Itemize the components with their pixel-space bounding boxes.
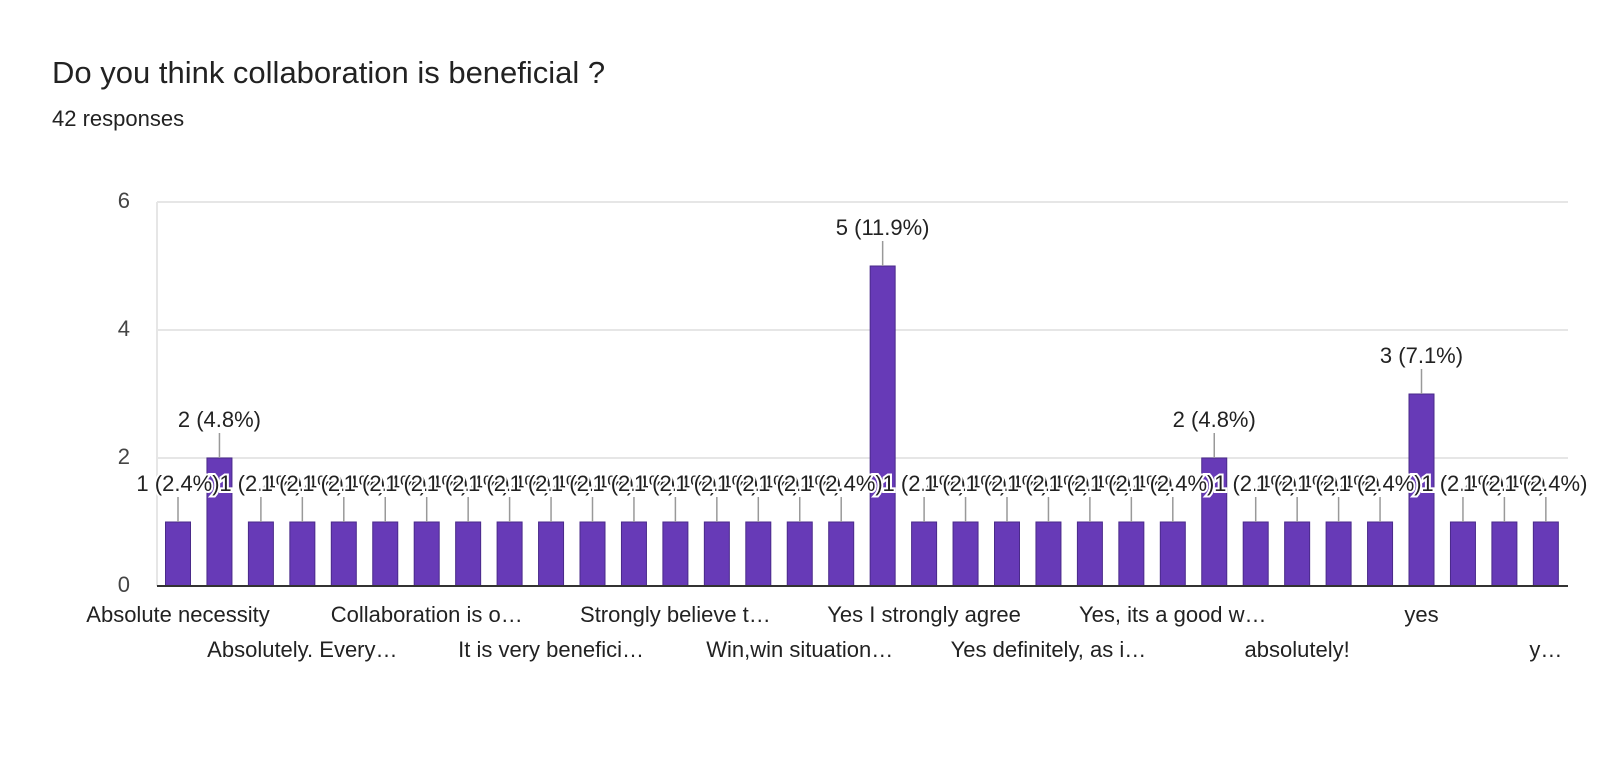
- data-label: 1 (2.4%): [344, 471, 427, 496]
- bar: [911, 521, 938, 587]
- data-label: 1 (2.4%): [965, 471, 1048, 496]
- y-tick-label: 0: [118, 572, 130, 597]
- bar: [1367, 521, 1394, 587]
- y-tick-label: 4: [118, 316, 130, 341]
- bar: [745, 521, 772, 587]
- data-label: 1 (2.4%): [1421, 471, 1504, 496]
- bar: [828, 521, 855, 587]
- bar: [869, 265, 896, 587]
- x-tick-label: Yes, its a good w…: [1079, 602, 1267, 627]
- data-label: 1 (2.4%): [427, 471, 510, 496]
- x-tick-label: Collaboration is o…: [331, 602, 523, 627]
- data-label: 1 (2.4%): [1090, 471, 1173, 496]
- data-label: 1 (2.4%): [385, 471, 468, 496]
- x-tick-label: Yes definitely, as i…: [951, 637, 1147, 662]
- bar: [662, 521, 689, 587]
- data-label: 1 (2.4%): [1131, 471, 1214, 496]
- x-tick-label: y…: [1529, 637, 1562, 662]
- bar: [247, 521, 274, 587]
- data-label: 1 (2.4%): [924, 471, 1007, 496]
- data-label: 1 (2.4%): [1504, 471, 1587, 496]
- y-tick-label: 2: [118, 444, 130, 469]
- bar: [620, 521, 647, 587]
- data-label: 1 (2.4%): [219, 471, 302, 496]
- data-label: 5 (11.9%): [836, 215, 930, 240]
- bar: [496, 521, 523, 587]
- data-label: 1 (2.4%): [1256, 471, 1339, 496]
- data-label: 2 (4.8%): [178, 407, 261, 432]
- x-tick-label: yes: [1404, 602, 1438, 627]
- data-label: 1 (2.4%): [758, 471, 841, 496]
- bar: [1035, 521, 1062, 587]
- bar: [1242, 521, 1269, 587]
- bar: [1076, 521, 1103, 587]
- data-label: 1 (2.4%): [800, 471, 883, 496]
- data-label: 2 (4.8%): [1173, 407, 1256, 432]
- data-label: 1 (2.4%): [1463, 471, 1546, 496]
- chart-subtitle: 42 responses: [52, 106, 184, 131]
- bar: [330, 521, 357, 587]
- data-label: 1 (2.4%): [1214, 471, 1297, 496]
- bar: [579, 521, 606, 587]
- x-tick-label: Absolute necessity: [86, 602, 269, 627]
- bar: [1532, 521, 1559, 587]
- bar: [165, 521, 191, 587]
- y-tick-label: 6: [118, 188, 130, 213]
- bar: [1118, 521, 1145, 587]
- data-label: 1 (2.4%): [592, 471, 675, 496]
- data-label: 1 (2.4%): [1338, 471, 1421, 496]
- x-tick-label: It is very benefici…: [458, 637, 644, 662]
- data-label: 1 (2.4%): [136, 471, 219, 496]
- bar: [413, 521, 440, 587]
- bar: [1325, 521, 1352, 587]
- x-tick-label: Absolutely. Every…: [207, 637, 397, 662]
- data-label: 1 (2.4%): [551, 471, 634, 496]
- data-label: 1 (2.4%): [634, 471, 717, 496]
- x-tick-label: Strongly believe t…: [580, 602, 771, 627]
- bar: [786, 521, 813, 587]
- data-label: 1 (2.4%): [468, 471, 551, 496]
- data-label: 1 (2.4%): [1297, 471, 1380, 496]
- data-label: 1 (2.4%): [1007, 471, 1090, 496]
- x-tick-label: Win,win situation…: [706, 637, 893, 662]
- bar: [1491, 521, 1518, 587]
- data-label: 1 (2.4%): [717, 471, 800, 496]
- bar: [289, 521, 316, 587]
- chart-title: Do you think collaboration is beneficial…: [52, 55, 605, 90]
- bar: [703, 521, 730, 587]
- data-label: 1 (2.4%): [509, 471, 592, 496]
- bar: [206, 457, 233, 587]
- bar: [952, 521, 979, 587]
- data-label: 1 (2.4%): [883, 471, 966, 496]
- bar: [455, 521, 482, 587]
- data-label: 1 (2.4%): [261, 471, 344, 496]
- bar: [1284, 521, 1311, 587]
- bar: [372, 521, 399, 587]
- bar: [538, 521, 565, 587]
- data-label: 1 (2.4%): [302, 471, 385, 496]
- data-label: 1 (2.4%): [675, 471, 758, 496]
- x-tick-label: absolutely!: [1245, 637, 1350, 662]
- data-label: 1 (2.4%): [1048, 471, 1131, 496]
- bar: [1159, 521, 1186, 587]
- data-label: 3 (7.1%): [1380, 343, 1463, 368]
- bar: [994, 521, 1020, 587]
- x-tick-label: Yes I strongly agree: [827, 602, 1021, 627]
- bar: [1449, 521, 1476, 587]
